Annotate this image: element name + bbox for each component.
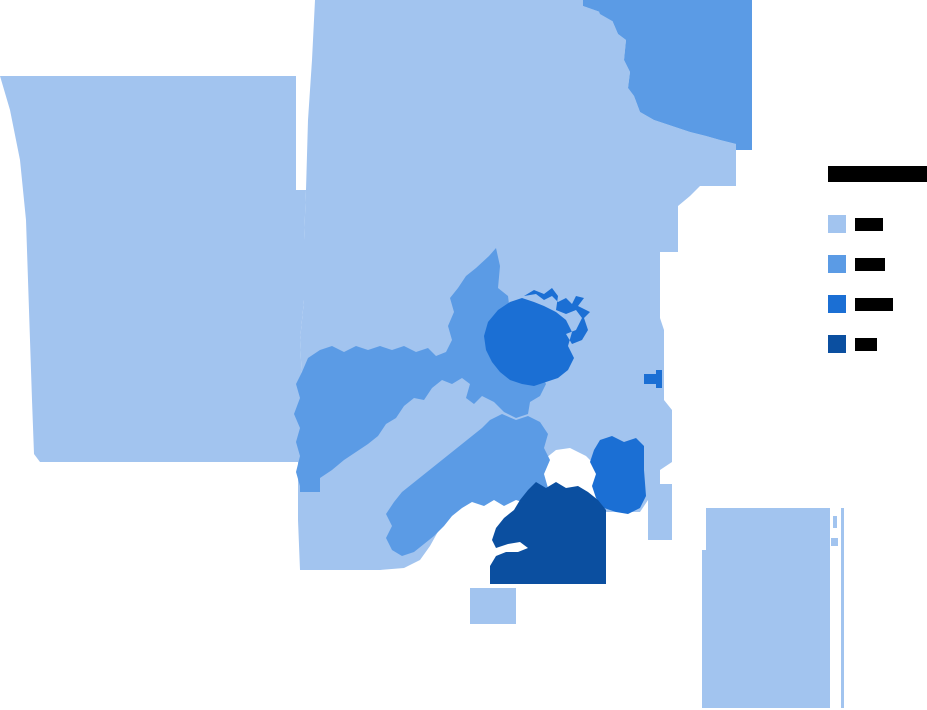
map-inset-mark-1-icon [833, 516, 837, 528]
legend-item-class-1[interactable] [828, 215, 927, 233]
map-region-n-block[interactable] [298, 0, 736, 570]
legend-swatch-class-1 [828, 215, 846, 233]
legend-item-class-2[interactable] [828, 255, 927, 273]
legend-label-class-4-redacted [855, 337, 877, 351]
legend-item-class-3[interactable] [828, 295, 927, 313]
map-region-e-strip[interactable] [648, 484, 672, 540]
map-canvas[interactable] [0, 0, 780, 710]
legend-swatch-class-4 [828, 335, 846, 353]
map-region-nw-block[interactable] [0, 76, 306, 462]
legend-label-class-3-redacted [855, 297, 893, 311]
legend-label-class-1-redacted [855, 217, 883, 231]
legend-swatch-class-3 [828, 295, 846, 313]
map-inset-mark-2-icon [831, 538, 838, 546]
map-region-east-islet[interactable] [644, 370, 662, 388]
legend-item-class-4[interactable] [828, 335, 927, 353]
map-region-east-lobe[interactable] [590, 436, 646, 514]
map-inset-gutter [830, 508, 842, 708]
map-inset-notch [702, 508, 706, 550]
map-region-west-islet[interactable] [300, 462, 320, 492]
map-region-central-south[interactable] [386, 414, 550, 556]
map-region-core-south[interactable] [490, 482, 606, 584]
legend-label-class-2-redacted [855, 257, 885, 271]
map-inset-edge [841, 508, 844, 708]
map-legend [828, 166, 927, 375]
legend-swatch-class-2 [828, 255, 846, 273]
map-region-ne-lobe[interactable] [583, 0, 752, 150]
map-inset-panel[interactable] [702, 508, 841, 708]
map-region-s-tab[interactable] [470, 588, 516, 624]
map-region-core-north[interactable] [484, 288, 590, 386]
map-region-central-west[interactable] [294, 248, 546, 488]
legend-title-redacted [828, 166, 927, 182]
